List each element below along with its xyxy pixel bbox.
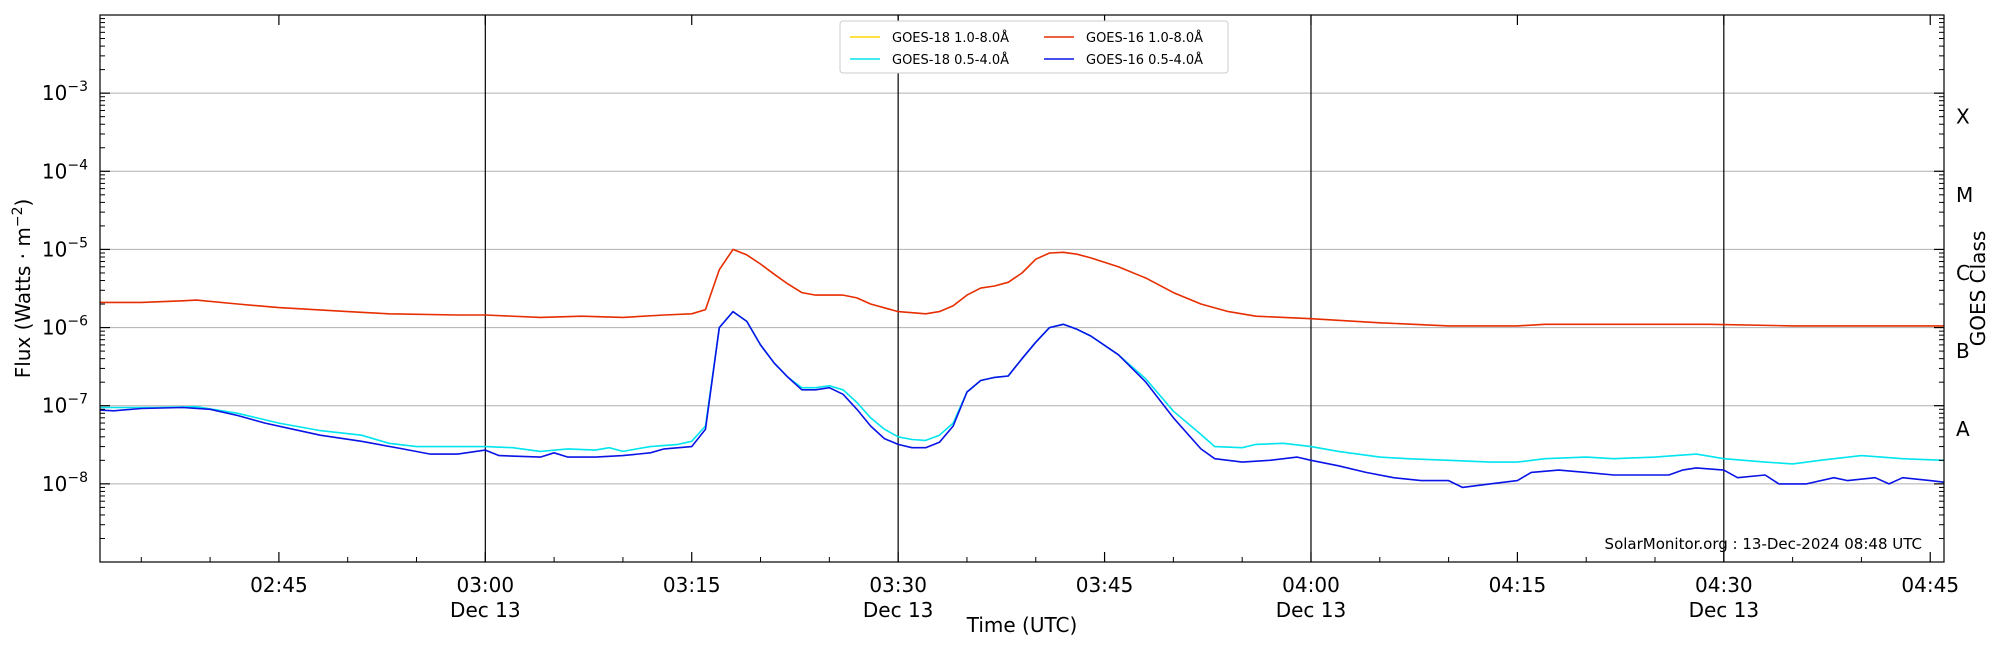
goes-class-label: M — [1956, 183, 1973, 207]
credit-text: SolarMonitor.org : 13-Dec-2024 08:48 UTC — [1605, 535, 1922, 553]
y-axis-title: Flux (Watts · m−2) — [10, 199, 35, 379]
y-axis-title-close: ) — [11, 199, 35, 207]
series-lines — [99, 248, 1945, 489]
legend-label: GOES-18 1.0-8.0Å — [892, 30, 1009, 46]
y-axis-title-exponent: −2 — [10, 207, 26, 228]
legend-label: GOES-18 0.5-4.0Å — [892, 52, 1009, 68]
goes-class-axis-title: GOES Class — [1966, 231, 1990, 347]
series-line — [100, 310, 1945, 465]
y-tick-label: 10−5 — [42, 235, 88, 261]
x-tick-label: 03:30 — [869, 573, 927, 597]
y-tick-label: 10−6 — [42, 314, 88, 340]
legend-box — [839, 20, 1229, 74]
y-tick-labels: 10−8 10−7 10−6 10−5 10−4 10−3 — [42, 79, 88, 496]
legend-label: GOES-16 1.0-8.0Å — [1086, 30, 1203, 46]
x-tick-label: 04:30 — [1695, 573, 1753, 597]
y-axis-title-main: Flux (Watts · m — [11, 227, 35, 378]
x-tick-label: 04:15 — [1489, 573, 1547, 597]
axis-ticks — [100, 15, 1944, 562]
x-tick-date-label: Dec 13 — [1689, 598, 1760, 622]
goes-class-label: X — [1956, 105, 1970, 129]
x-tick-label: 02:45 — [250, 573, 308, 597]
x-tick-date-label: Dec 13 — [1276, 598, 1347, 622]
x-tick-label: 03:00 — [456, 573, 514, 597]
x-tick-label: 04:00 — [1282, 573, 1340, 597]
plot-area — [99, 14, 1945, 563]
series-line — [100, 248, 1944, 327]
x-tick-label: 04:45 — [1901, 573, 1959, 597]
x-tick-label: 03:45 — [1076, 573, 1134, 597]
goes-class-labels: A B C M X — [1956, 105, 1973, 442]
y-tick-label: 10−3 — [42, 79, 88, 105]
legend-label: GOES-16 0.5-4.0Å — [1086, 52, 1203, 68]
series-line — [99, 310, 1945, 489]
goes-class-label: B — [1956, 339, 1970, 363]
x-tick-date-label: Dec 13 — [450, 598, 521, 622]
day-marker-lines — [484, 15, 1725, 562]
x-axis-title: Time (UTC) — [966, 613, 1078, 637]
legend: GOES-18 1.0-8.0Å GOES-18 0.5-4.0Å GOES-16 … — [839, 20, 1229, 74]
goes-class-label: A — [1956, 417, 1970, 441]
goes-class-label: C — [1956, 261, 1970, 285]
gridlines — [100, 92, 1944, 485]
x-tick-label: 03:15 — [663, 573, 721, 597]
y-tick-label: 10−7 — [42, 392, 88, 418]
y-tick-label: 10−4 — [42, 157, 88, 183]
y-tick-label: 10−8 — [42, 470, 88, 496]
x-tick-date-label: Dec 13 — [863, 598, 934, 622]
